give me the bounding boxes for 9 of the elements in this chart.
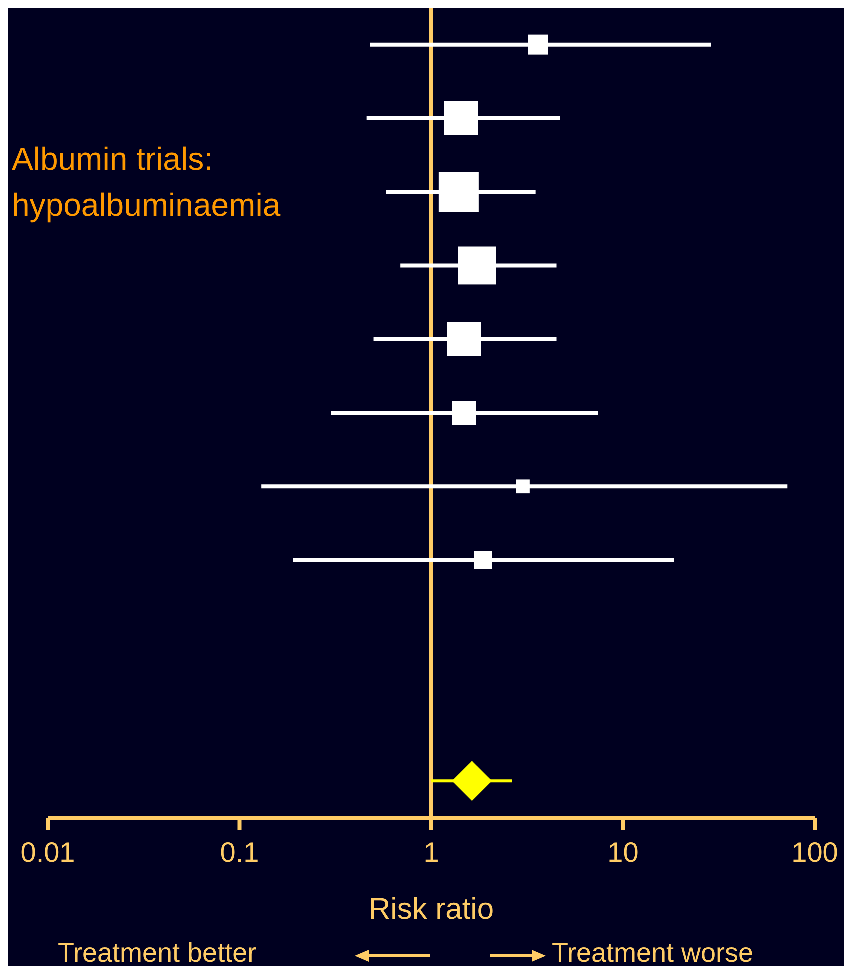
x-tick-label: 0.01: [20, 836, 76, 868]
annotation: Albumin trials: hypoalbuminaemia: [12, 140, 282, 225]
x-tick-label: 10: [608, 836, 639, 868]
x-axis-title: Risk ratio: [368, 893, 496, 927]
text: Treatment worse: [552, 938, 754, 969]
text: Treatment better: [58, 938, 257, 969]
x-tick-label: 0.1: [220, 836, 260, 868]
x-tick-label: 100: [792, 836, 838, 868]
x-tick-label: 1: [424, 836, 440, 868]
